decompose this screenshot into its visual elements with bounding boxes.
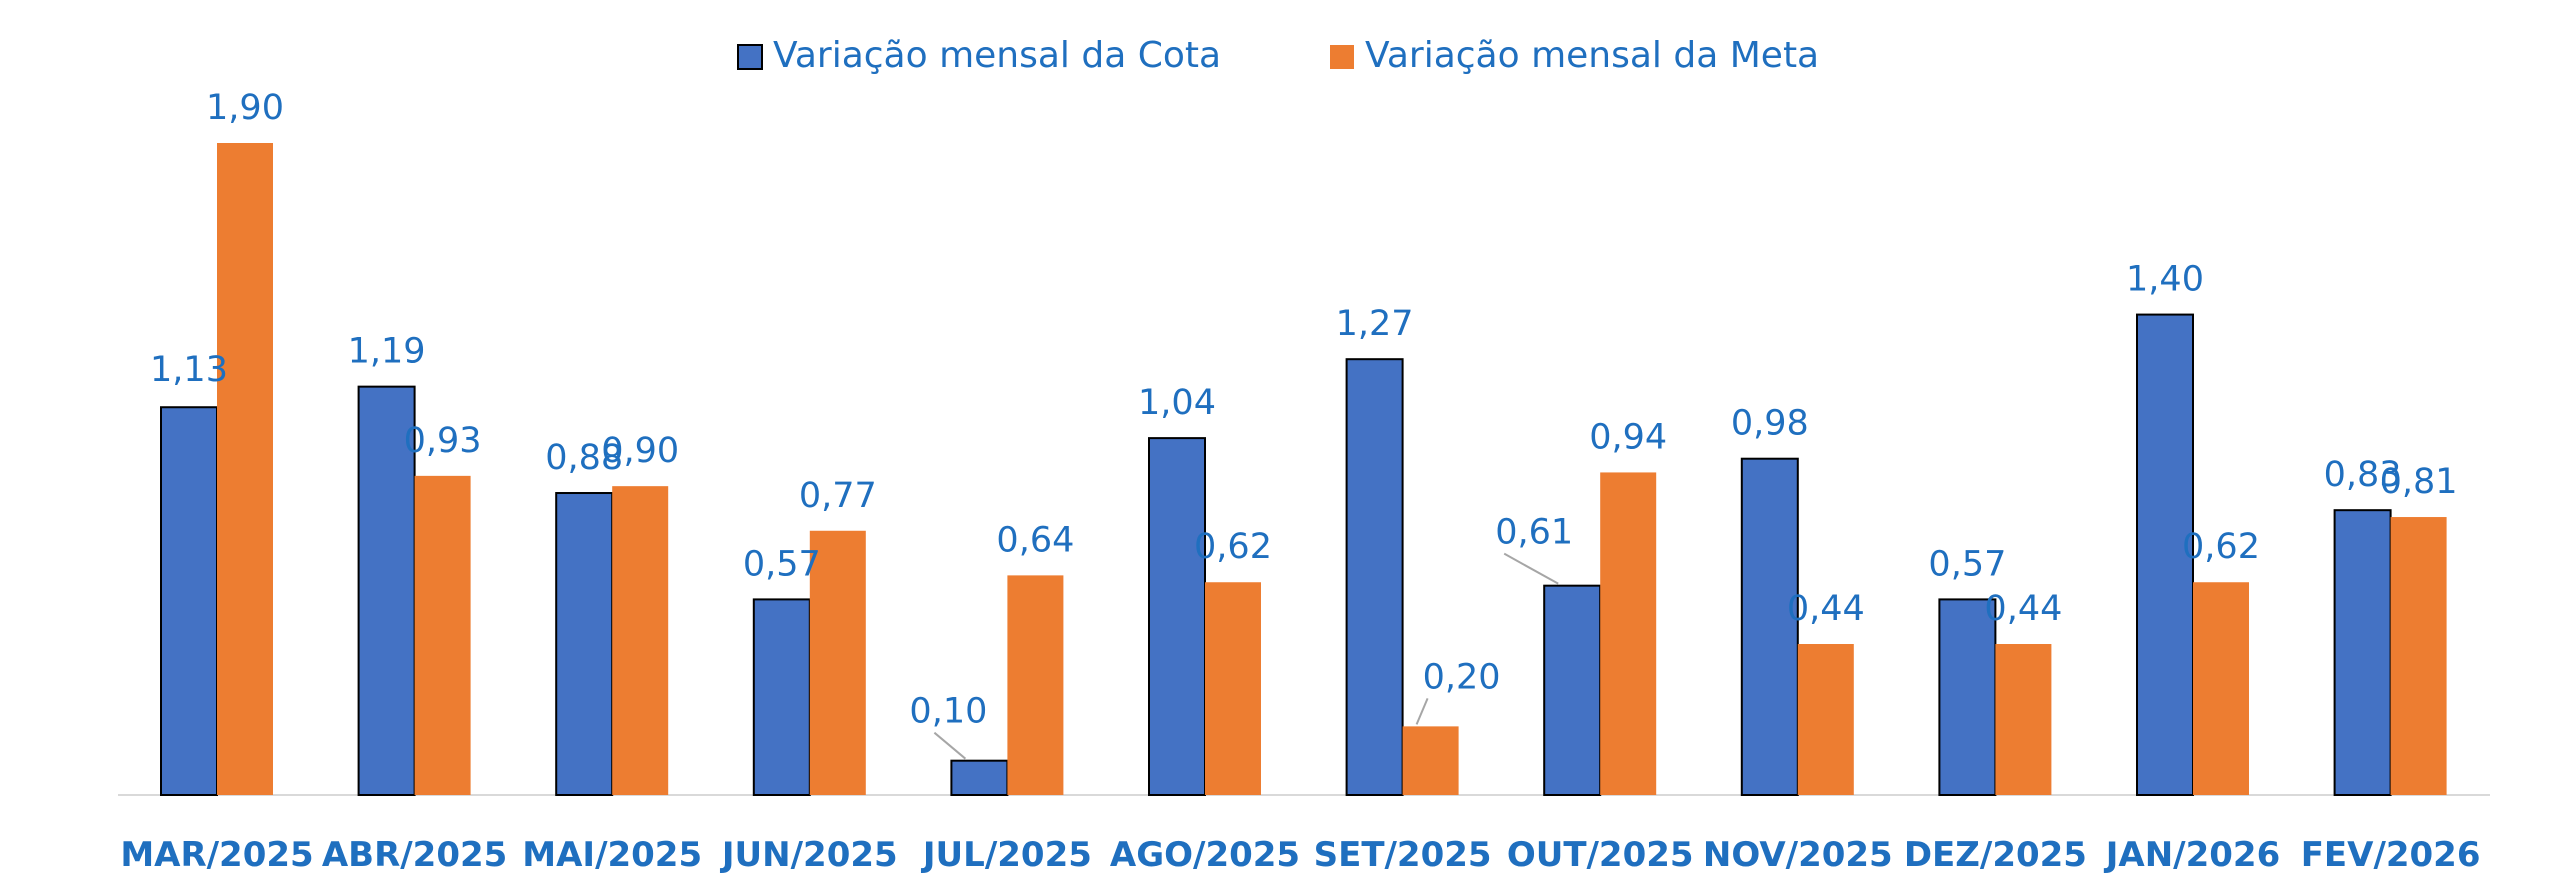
bar-cota [950, 759, 1009, 796]
category-label: JUN/2025 [720, 835, 898, 875]
category-label: JAN/2026 [2104, 835, 2280, 875]
bar-cota [555, 492, 614, 796]
category-label: MAR/2025 [120, 835, 313, 875]
value-label-cota: 0,88 [545, 438, 623, 478]
bar-meta [809, 530, 866, 795]
legend-swatch-meta [1330, 45, 1354, 69]
value-label-meta: 0,44 [1984, 589, 2062, 629]
legend-swatch-cota [737, 44, 763, 70]
value-label-meta: 0,64 [996, 520, 1074, 560]
value-label-cota: 0,61 [1495, 513, 1573, 553]
category-label: NOV/2025 [1703, 835, 1893, 875]
value-label-cota: 0,98 [1731, 404, 1809, 444]
value-label-meta: 0,94 [1589, 417, 1667, 457]
bar-cota [1543, 584, 1602, 797]
bar-meta [2193, 582, 2249, 795]
value-label-meta: 1,90 [206, 88, 284, 128]
value-label-cota: 0,57 [743, 544, 821, 584]
value-label-cota: 1,40 [2126, 260, 2204, 300]
bar-meta [1797, 644, 1854, 795]
legend-label-meta: Variação mensal da Meta [1365, 35, 1819, 76]
bar-meta [217, 143, 273, 795]
value-label-meta: 0,81 [2380, 462, 2458, 502]
category-label: SET/2025 [1314, 835, 1492, 875]
value-label-meta: 0,77 [799, 476, 877, 516]
value-label-cota: 1,27 [1336, 304, 1414, 344]
value-label-meta: 0,62 [2182, 527, 2260, 567]
value-label-meta: 0,44 [1787, 589, 1865, 629]
category-label: AGO/2025 [1110, 835, 1300, 875]
chart-legend: Variação mensal da Cota Variação mensal … [737, 35, 1819, 76]
bar-cota [160, 406, 218, 796]
bar-meta [1600, 472, 1657, 795]
legend-label-cota: Variação mensal da Cota [773, 35, 1221, 76]
value-label-cota: 0,83 [2324, 455, 2402, 495]
bar-meta [1995, 644, 2052, 795]
value-label-meta: 0,62 [1194, 527, 1272, 567]
bars-group [160, 143, 2447, 797]
category-label: ABR/2025 [322, 835, 507, 875]
bar-cota [1345, 358, 1404, 796]
bar-cota [752, 598, 811, 797]
value-label-meta: 0,20 [1423, 657, 1501, 697]
bar-cota [2136, 313, 2194, 796]
value-label-meta: 0,93 [404, 421, 482, 461]
bar-meta [612, 486, 669, 795]
value-label-cota: 1,04 [1138, 383, 1216, 423]
category-label: OUT/2025 [1507, 835, 1694, 875]
category-label: JUL/2025 [921, 835, 1092, 875]
value-label-cota: 1,19 [348, 332, 426, 372]
bar-meta [1402, 726, 1459, 795]
value-label-meta: 0,90 [601, 431, 679, 471]
category-label: FEV/2026 [2301, 835, 2481, 875]
label-leader-line [933, 731, 967, 760]
bar-meta [1007, 575, 1064, 795]
bar-cota [1740, 457, 1799, 796]
labels-group: MAR/2025 1,13 1,90 ABR/2025 1,19 0,93 MAI/2025… [120, 88, 2480, 875]
bar-meta [414, 475, 471, 795]
value-label-cota: 0,57 [1928, 544, 2006, 584]
category-label: DEZ/2025 [1904, 835, 2087, 875]
label-leader-line [1503, 552, 1559, 585]
category-label: MAI/2025 [522, 835, 702, 875]
value-label-cota: 0,10 [909, 692, 987, 732]
bar-cota [2333, 509, 2392, 796]
bar-meta [2390, 517, 2447, 795]
label-leader-line [1415, 697, 1429, 725]
bar-cota [1148, 437, 1206, 796]
value-label-cota: 1,13 [150, 350, 228, 390]
bar-meta [1205, 582, 1261, 795]
bar-cota [1938, 598, 1997, 797]
